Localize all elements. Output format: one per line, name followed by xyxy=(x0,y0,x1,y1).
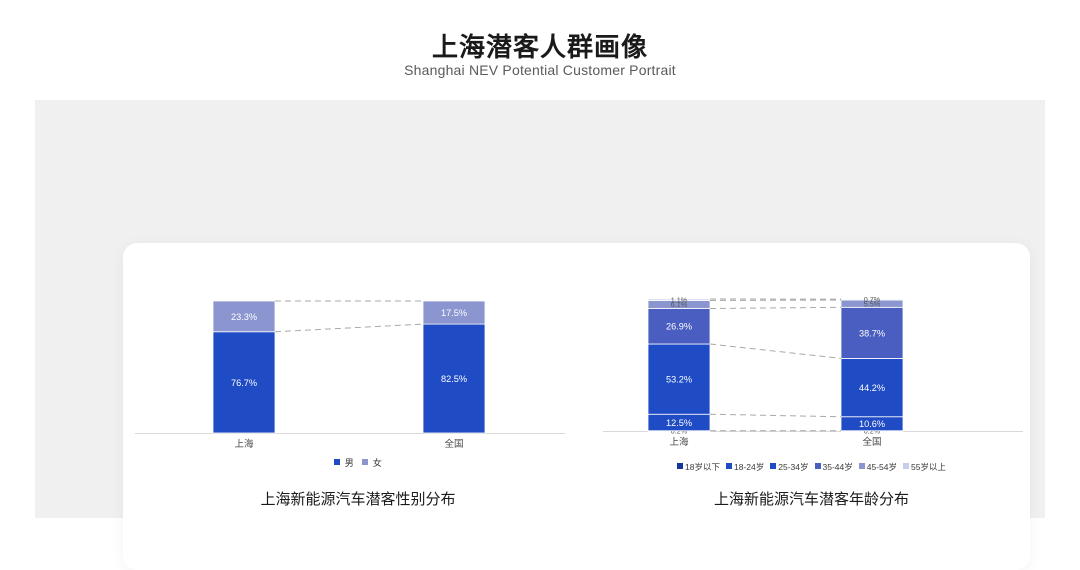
legend-label: 55岁以上 xyxy=(911,462,946,472)
page-subtitle: Shanghai NEV Potential Customer Portrait xyxy=(0,62,1080,78)
legend-item-18岁以下[interactable]: 18岁以下 xyxy=(677,461,720,473)
gender-chart-legend: 男 女 xyxy=(123,456,593,469)
bar-value-label: 44.2% xyxy=(859,383,885,393)
connector-line xyxy=(275,324,423,332)
x-axis-tick-label: 全国 xyxy=(862,436,881,448)
legend-swatch-icon xyxy=(726,463,732,469)
bar-value-label: 12.5% xyxy=(666,418,692,428)
x-axis-tick-label: 全国 xyxy=(444,438,463,450)
bar-value-label: 26.9% xyxy=(666,322,692,332)
legend-item-25-34岁[interactable]: 25-34岁 xyxy=(770,461,808,473)
connector-line xyxy=(710,307,841,308)
legend-item-45-54岁[interactable]: 45-54岁 xyxy=(859,461,897,473)
age-stacked-bar-svg: 0.2%12.5%53.2%26.9%6.1%1.1%上海0.2%10.6%44… xyxy=(593,243,1030,493)
legend-item-35-44岁[interactable]: 35-44岁 xyxy=(815,461,853,473)
legend-label: 男 xyxy=(345,458,354,468)
page-header: 上海潜客人群画像 Shanghai NEV Potential Customer… xyxy=(0,0,1080,100)
legend-swatch-icon xyxy=(815,463,821,469)
legend-item-18-24岁[interactable]: 18-24岁 xyxy=(726,461,764,473)
charts-card: 76.7% 23.3% 上海 82.5% 17.5% 全国 男 女 上海新能源汽车潜客性别… xyxy=(123,243,1030,570)
x-axis-tick-label: 上海 xyxy=(669,436,689,448)
connector-line xyxy=(710,414,841,417)
legend-label: 女 xyxy=(373,458,382,468)
bar-value-label: 1.1% xyxy=(671,295,688,304)
legend-swatch-icon xyxy=(859,463,865,469)
legend-swatch-icon xyxy=(677,463,683,469)
age-chart-plot: 0.2%12.5%53.2%26.9%6.1%1.1%上海0.2%10.6%44… xyxy=(593,243,1030,493)
legend-item-male[interactable]: 男 xyxy=(334,456,354,469)
bar-value-label: 0.7% xyxy=(864,295,881,304)
legend-item-female[interactable]: 女 xyxy=(362,456,382,469)
bar-value-label: 82.5% xyxy=(441,374,467,384)
page-title: 上海潜客人群画像 xyxy=(0,27,1080,64)
bar-value-label: 17.5% xyxy=(441,308,467,318)
connector-line xyxy=(710,344,841,358)
bar-value-label: 23.3% xyxy=(231,312,257,322)
bar-value-label: 38.7% xyxy=(859,328,885,338)
legend-item-55岁以上[interactable]: 55岁以上 xyxy=(903,461,946,473)
legend-label: 45-54岁 xyxy=(867,462,897,472)
legend-swatch-icon xyxy=(770,463,776,469)
legend-swatch-icon xyxy=(334,459,340,465)
legend-label: 18岁以下 xyxy=(685,462,720,472)
bar-value-label: 76.7% xyxy=(231,378,257,388)
chart-panel-age: 0.2%12.5%53.2%26.9%6.1%1.1%上海0.2%10.6%44… xyxy=(593,243,1030,570)
age-chart-caption: 上海新能源汽车潜客年龄分布 xyxy=(593,488,1030,509)
chart-panel-gender: 76.7% 23.3% 上海 82.5% 17.5% 全国 男 女 上海新能源汽车潜客性别… xyxy=(123,243,593,570)
legend-swatch-icon xyxy=(362,459,368,465)
legend-label: 18-24岁 xyxy=(734,462,764,472)
content-band: 76.7% 23.3% 上海 82.5% 17.5% 全国 男 女 上海新能源汽车潜客性别… xyxy=(35,100,1045,518)
legend-label: 25-34岁 xyxy=(778,462,808,472)
legend-label: 35-44岁 xyxy=(823,462,853,472)
bar-value-label: 53.2% xyxy=(666,375,692,385)
age-chart-legend: 18岁以下 18-24岁 25-34岁 35-44岁 45-54岁 55岁以上 xyxy=(593,461,1030,473)
x-axis-tick-label: 上海 xyxy=(234,438,254,450)
legend-swatch-icon xyxy=(903,463,909,469)
gender-chart-caption: 上海新能源汽车潜客性别分布 xyxy=(123,488,593,509)
bar-value-label: 10.6% xyxy=(859,419,885,429)
